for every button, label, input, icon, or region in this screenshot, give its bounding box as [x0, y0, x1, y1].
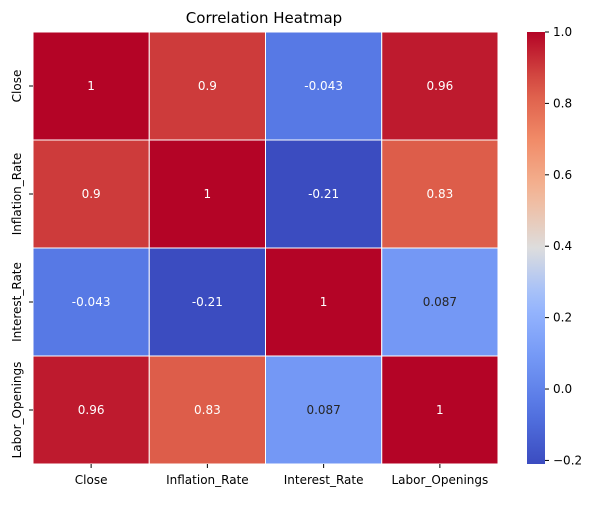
cell-value-label: 1 — [87, 79, 95, 93]
heatmap-cell — [32, 355, 150, 465]
cell-value-label: -0.21 — [192, 295, 223, 309]
colorbar-tick-label: 1.0 — [553, 25, 572, 39]
cell-value-label: 1 — [204, 187, 212, 201]
heatmap-cell — [148, 247, 266, 357]
y-tick-label: Inflation_Rate — [10, 153, 24, 236]
heatmap-cell — [265, 31, 383, 141]
heatmap-cell — [265, 355, 383, 465]
colorbar-tick-label: −0.2 — [553, 453, 582, 467]
heatmap-cell — [148, 355, 266, 465]
colorbar-tick-label: 0.6 — [553, 168, 572, 182]
x-tick-label: Close — [75, 473, 108, 487]
y-axis-ticks: Close Inflation_Rate Interest_Rate Labor_Op… — [10, 70, 33, 459]
cell-value-label: 0.087 — [423, 295, 457, 309]
cell-value-label: 0.83 — [194, 403, 221, 417]
y-tick-label: Interest_Rate — [10, 262, 24, 342]
colorbar-tick-label: 0.4 — [553, 239, 572, 253]
colorbar: 1.0 0.8 0.6 0.4 0.2 0.0 −0.2 — [527, 25, 582, 467]
cell-value-label: 0.96 — [427, 79, 454, 93]
cell-value-label: 0.087 — [306, 403, 340, 417]
heatmap-cell — [148, 139, 266, 249]
colorbar-tick-label: 0.0 — [553, 382, 572, 396]
cell-value-label: -0.043 — [72, 295, 111, 309]
x-axis-ticks: Close Inflation_Rate Interest_Rate Labor_Op… — [75, 464, 488, 487]
heatmap-cell — [381, 139, 499, 249]
heatmap-cell — [148, 31, 266, 141]
x-tick-label: Labor_Openings — [391, 473, 488, 487]
cell-value-label: 0.83 — [427, 187, 454, 201]
cell-value-label: -0.043 — [304, 79, 343, 93]
colorbar-tick-label: 0.2 — [553, 311, 572, 325]
chart-title: Correlation Heatmap — [186, 9, 342, 27]
cell-value-label: 0.9 — [82, 187, 101, 201]
heatmap-cell — [32, 31, 150, 141]
x-tick-label: Interest_Rate — [284, 473, 364, 487]
heatmap-cell — [32, 139, 150, 249]
heatmap-cell-labels: 1 0.9 -0.043 0.96 0.9 1 -0.21 0.83 -0.043 -0.21 1 0… — [72, 79, 457, 417]
cell-value-label: 0.9 — [198, 79, 217, 93]
cell-value-label: 1 — [320, 295, 328, 309]
y-tick-label: Close — [10, 70, 24, 103]
heatmap-cell — [381, 355, 499, 465]
cell-value-label: 1 — [436, 403, 444, 417]
heatmap-cells — [32, 31, 499, 465]
colorbar-tick-label: 0.8 — [553, 96, 572, 110]
colorbar-gradient — [527, 32, 545, 464]
colorbar-ticks: 1.0 0.8 0.6 0.4 0.2 0.0 −0.2 — [545, 25, 582, 467]
heatmap-cell — [381, 31, 499, 141]
cell-value-label: -0.21 — [308, 187, 339, 201]
x-tick-label: Inflation_Rate — [166, 473, 249, 487]
cell-value-label: 0.96 — [78, 403, 105, 417]
heatmap-cell — [381, 247, 499, 357]
y-tick-label: Labor_Openings — [10, 362, 24, 459]
